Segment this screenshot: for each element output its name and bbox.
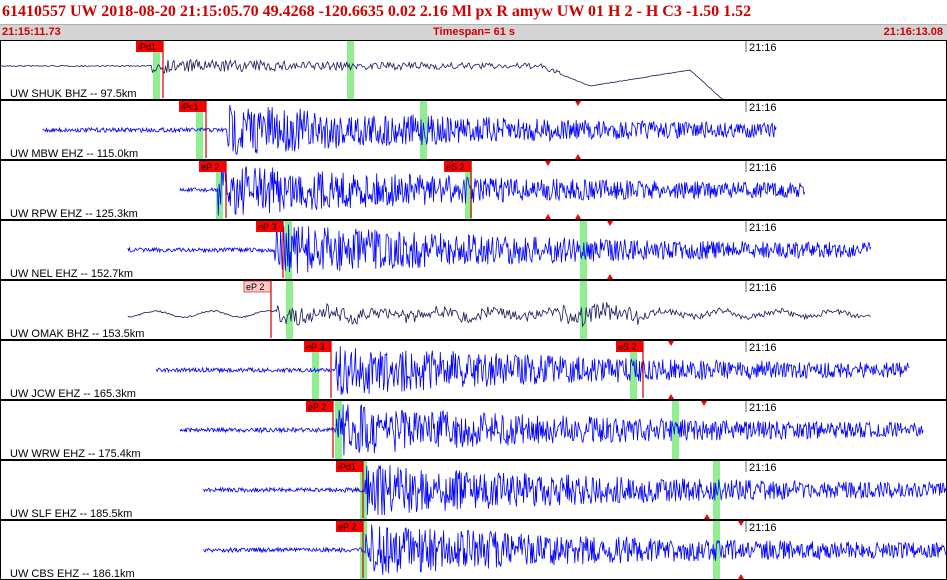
pick-window	[420, 101, 427, 159]
waveform-trace	[127, 302, 871, 328]
event-header: 61410557 UW 2018-08-20 21:15:05.70 49.42…	[0, 0, 947, 41]
time-tick-label: 21:16	[749, 102, 777, 114]
pick-label[interactable]: iPd1	[338, 462, 356, 472]
time-tick-label: 21:16	[749, 282, 777, 294]
pick-flag[interactable]	[306, 401, 333, 412]
event-summary-line: 61410557 UW 2018-08-20 21:15:05.70 49.42…	[2, 3, 752, 20]
time-tick-label: 21:16	[749, 222, 777, 234]
pick-flag[interactable]	[616, 341, 643, 352]
seismogram-canvas[interactable]: UW SHUK BHZ -- 97.5km 21:16 iPd1 UW MBW EHZ…	[0, 40, 947, 580]
pick-flag[interactable]	[444, 161, 471, 172]
pick-label[interactable]: eP 2	[338, 522, 356, 532]
pick-window	[672, 401, 679, 459]
arrival-marker	[738, 521, 744, 526]
time-tick-label: 21:16	[749, 162, 777, 174]
pick-label[interactable]: eS 2	[618, 342, 637, 352]
pick-window	[465, 161, 472, 219]
pick-label[interactable]: eP 3	[258, 222, 276, 232]
trace-panel[interactable]	[0, 280, 947, 340]
station-label: UW NEL EHZ -- 152.7km	[10, 268, 133, 280]
waveform-trace	[203, 524, 947, 575]
trace-panel[interactable]	[0, 520, 947, 580]
time-tick-label: 21:16	[749, 462, 777, 474]
arrival-marker	[545, 214, 551, 219]
pick-window	[312, 341, 319, 399]
time-tick-label: 21:16	[749, 42, 777, 54]
timespan-label: Timespan= 61 s	[433, 26, 516, 38]
arrival-marker	[545, 161, 551, 166]
arrival-marker	[701, 401, 707, 406]
pick-label[interactable]: eP 2	[308, 402, 326, 412]
arrival-marker	[607, 221, 613, 226]
pick-window	[580, 281, 587, 339]
pick-label[interactable]: eS 2	[446, 162, 465, 172]
pick-label[interactable]: eP 3	[306, 342, 324, 352]
pick-flag[interactable]	[256, 221, 283, 232]
pick-flag[interactable]	[199, 161, 226, 172]
arrival-marker	[607, 274, 613, 279]
pick-flag[interactable]	[336, 521, 363, 532]
arrival-marker	[668, 341, 674, 346]
waveform-trace	[127, 224, 872, 274]
trace-panel[interactable]	[0, 160, 947, 220]
pick-flag[interactable]	[179, 101, 206, 112]
waveform-trace	[203, 465, 947, 516]
station-label: UW WRW EHZ -- 175.4km	[10, 448, 141, 460]
pick-flag[interactable]	[304, 341, 331, 352]
waveform-trace	[42, 104, 777, 155]
start-time: 21:15:11.73	[2, 26, 61, 38]
time-tick-label: 21:16	[749, 402, 777, 414]
end-time: 21:16:13.08	[883, 26, 943, 38]
arrival-marker	[738, 574, 744, 579]
time-tick-label: 21:16	[749, 342, 777, 354]
pick-flag[interactable]	[336, 461, 363, 472]
waveform-trace	[155, 346, 910, 396]
pick-label[interactable]: iPc1	[181, 102, 199, 112]
station-label: UW OMAK BHZ -- 153.5km	[10, 328, 144, 340]
arrival-marker	[668, 394, 674, 399]
pick-flag[interactable]	[136, 41, 163, 52]
arrival-marker	[575, 214, 581, 219]
station-label: UW JCW EHZ -- 165.3km	[10, 388, 136, 400]
pick-label[interactable]: iPd1	[138, 42, 156, 52]
time-range-bar: 21:15:11.73 Timespan= 61 s 21:16:13.08	[0, 24, 947, 41]
time-tick-label: 21:16	[749, 522, 777, 534]
pick-label[interactable]: eP 2	[201, 162, 219, 172]
waveform-trace	[179, 165, 806, 216]
arrival-marker	[704, 514, 710, 519]
station-label: UW SHUK BHZ -- 97.5km	[10, 88, 137, 100]
waveform-trace	[179, 404, 924, 456]
waveform-trace	[0, 58, 739, 114]
pick-window	[630, 341, 637, 399]
arrival-marker	[575, 154, 581, 159]
seismogram-panels[interactable]: UW SHUK BHZ -- 97.5km 21:16 iPd1 UW MBW EHZ…	[0, 40, 947, 580]
station-label: UW MBW EHZ -- 115.0km	[10, 148, 138, 160]
station-label: UW SLF EHZ -- 185.5km	[10, 508, 132, 520]
pick-label[interactable]: eP 2	[246, 282, 264, 292]
arrival-marker	[575, 101, 581, 106]
station-label: UW RPW EHZ -- 125.3km	[10, 208, 138, 220]
station-label: UW CBS EHZ -- 186.1km	[10, 568, 135, 580]
